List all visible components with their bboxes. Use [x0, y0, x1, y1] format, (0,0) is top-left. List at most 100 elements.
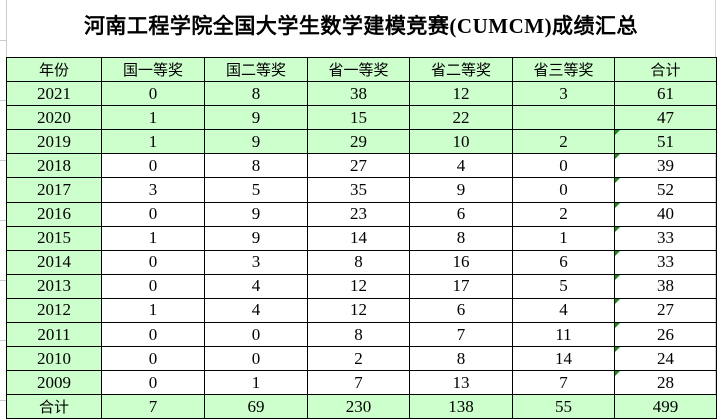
- provincial-third-cell[interactable]: 11: [512, 322, 615, 348]
- provincial-first-cell[interactable]: 8: [307, 322, 410, 348]
- provincial-third-cell[interactable]: 14: [512, 346, 615, 372]
- provincial-third-cell[interactable]: 2: [512, 129, 615, 155]
- header-cell-total[interactable]: 合计: [614, 56, 717, 83]
- national-first-cell[interactable]: 0: [101, 370, 205, 396]
- header-cell-provincial-second[interactable]: 省二等奖: [409, 56, 513, 83]
- provincial-third-cell[interactable]: 2: [512, 201, 615, 227]
- national-first-cell[interactable]: 3: [101, 177, 205, 203]
- national-second-cell[interactable]: 9: [204, 129, 308, 155]
- year-cell[interactable]: 2013: [6, 273, 102, 299]
- provincial-third-cell[interactable]: 1: [512, 225, 615, 251]
- national-first-cell[interactable]: 0: [101, 346, 205, 372]
- year-cell[interactable]: 2016: [6, 201, 102, 227]
- provincial-second-cell[interactable]: 9: [409, 177, 513, 203]
- provincial-first-cell[interactable]: 29: [307, 129, 410, 155]
- national-second-cell[interactable]: 3: [204, 249, 308, 275]
- provincial-first-cell[interactable]: 14: [307, 225, 410, 251]
- year-cell[interactable]: 2011: [6, 322, 102, 348]
- year-cell[interactable]: 2020: [6, 105, 102, 131]
- provincial-second-cell[interactable]: 6: [409, 201, 513, 227]
- total-cell[interactable]: 33: [614, 249, 717, 275]
- national-second-cell[interactable]: 8: [204, 81, 308, 107]
- header-cell-national-first[interactable]: 国一等奖: [101, 56, 205, 83]
- header-cell-provincial-first[interactable]: 省一等奖: [307, 56, 410, 83]
- national-second-cell[interactable]: 4: [204, 273, 308, 299]
- provincial-first-cell[interactable]: 38: [307, 81, 410, 107]
- provincial-second-cell[interactable]: 4: [409, 153, 513, 179]
- national-second-cell[interactable]: 8: [204, 153, 308, 179]
- national-second-cell[interactable]: 9: [204, 105, 308, 131]
- year-cell[interactable]: 2017: [6, 177, 102, 203]
- total-cell[interactable]: 26: [614, 322, 717, 348]
- provincial-third-cell[interactable]: 0: [512, 153, 615, 179]
- provincial-second-cell[interactable]: 6: [409, 297, 513, 324]
- national-first-cell[interactable]: 0: [101, 249, 205, 275]
- national-first-cell[interactable]: 0: [101, 322, 205, 348]
- total-provincial-first-cell[interactable]: 230: [307, 394, 410, 419]
- national-second-cell[interactable]: 0: [204, 322, 308, 348]
- national-first-cell[interactable]: 0: [101, 153, 205, 179]
- provincial-second-cell[interactable]: 10: [409, 129, 513, 155]
- provincial-second-cell[interactable]: 8: [409, 346, 513, 372]
- provincial-first-cell[interactable]: 23: [307, 201, 410, 227]
- total-cell[interactable]: 52: [614, 177, 717, 203]
- total-national-second-cell[interactable]: 69: [204, 394, 308, 419]
- provincial-second-cell[interactable]: 17: [409, 273, 513, 299]
- total-cell[interactable]: 61: [614, 81, 717, 107]
- national-second-cell[interactable]: 9: [204, 225, 308, 251]
- year-cell[interactable]: 2014: [6, 249, 102, 275]
- total-cell[interactable]: 39: [614, 153, 717, 179]
- header-cell-year[interactable]: 年份: [6, 56, 102, 83]
- header-cell-provincial-third[interactable]: 省三等奖: [512, 56, 615, 83]
- year-cell[interactable]: 2021: [6, 81, 102, 107]
- sheet-title[interactable]: 河南工程学院全国大学生数学建模竞赛(CUMCM)成绩汇总: [83, 14, 639, 38]
- provincial-second-cell[interactable]: 22: [409, 105, 513, 131]
- total-national-first-cell[interactable]: 7: [101, 394, 205, 419]
- year-cell[interactable]: 2009: [6, 370, 102, 396]
- provincial-third-cell[interactable]: 3: [512, 81, 615, 107]
- total-cell[interactable]: 27: [614, 297, 717, 324]
- national-second-cell[interactable]: 1: [204, 370, 308, 396]
- provincial-first-cell[interactable]: 35: [307, 177, 410, 203]
- national-first-cell[interactable]: 1: [101, 225, 205, 251]
- provincial-third-cell[interactable]: [512, 105, 615, 131]
- provincial-first-cell[interactable]: 27: [307, 153, 410, 179]
- provincial-second-cell[interactable]: 12: [409, 81, 513, 107]
- provincial-third-cell[interactable]: 7: [512, 370, 615, 396]
- total-total-cell[interactable]: 499: [614, 394, 717, 419]
- year-cell[interactable]: 2012: [6, 297, 102, 324]
- total-cell[interactable]: 38: [614, 273, 717, 299]
- provincial-second-cell[interactable]: 8: [409, 225, 513, 251]
- provincial-second-cell[interactable]: 16: [409, 249, 513, 275]
- national-first-cell[interactable]: 0: [101, 201, 205, 227]
- year-cell[interactable]: 2015: [6, 225, 102, 251]
- provincial-second-cell[interactable]: 13: [409, 370, 513, 396]
- national-first-cell[interactable]: 1: [101, 129, 205, 155]
- year-cell[interactable]: 2019: [6, 129, 102, 155]
- provincial-first-cell[interactable]: 15: [307, 105, 410, 131]
- total-provincial-third-cell[interactable]: 55: [512, 394, 615, 419]
- total-cell[interactable]: 40: [614, 201, 717, 227]
- national-first-cell[interactable]: 1: [101, 297, 205, 324]
- total-year-cell[interactable]: 合计: [6, 394, 102, 419]
- provincial-first-cell[interactable]: 7: [307, 370, 410, 396]
- total-cell[interactable]: 47: [614, 105, 717, 131]
- provincial-first-cell[interactable]: 12: [307, 297, 410, 324]
- national-first-cell[interactable]: 1: [101, 105, 205, 131]
- national-second-cell[interactable]: 9: [204, 201, 308, 227]
- national-first-cell[interactable]: 0: [101, 81, 205, 107]
- total-cell[interactable]: 51: [614, 129, 717, 155]
- provincial-first-cell[interactable]: 2: [307, 346, 410, 372]
- national-second-cell[interactable]: 4: [204, 297, 308, 324]
- provincial-third-cell[interactable]: 0: [512, 177, 615, 203]
- provincial-second-cell[interactable]: 7: [409, 322, 513, 348]
- total-cell[interactable]: 28: [614, 370, 717, 396]
- header-cell-national-second[interactable]: 国二等奖: [204, 56, 308, 83]
- year-cell[interactable]: 2018: [6, 153, 102, 179]
- national-first-cell[interactable]: 0: [101, 273, 205, 299]
- total-cell[interactable]: 33: [614, 225, 717, 251]
- provincial-third-cell[interactable]: 4: [512, 297, 615, 324]
- provincial-third-cell[interactable]: 5: [512, 273, 615, 299]
- national-second-cell[interactable]: 0: [204, 346, 308, 372]
- year-cell[interactable]: 2010: [6, 346, 102, 372]
